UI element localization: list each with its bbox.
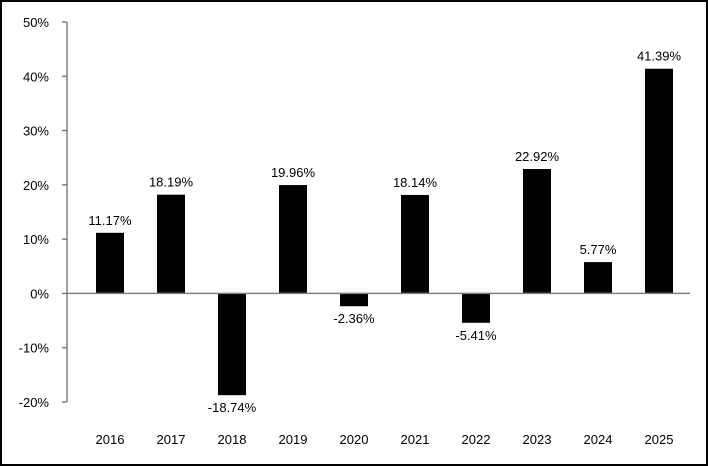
category-label-2019: 2019 xyxy=(279,432,308,447)
data-label-2017: 18.19% xyxy=(149,175,194,190)
bar-2016 xyxy=(96,232,124,294)
y-tick-label: 30% xyxy=(23,124,49,139)
y-tick-label: 20% xyxy=(23,178,49,193)
y-tick-label: -10% xyxy=(19,341,50,356)
bar-2021 xyxy=(401,194,429,294)
category-label-2022: 2022 xyxy=(462,432,491,447)
data-label-2016: 11.17% xyxy=(88,213,132,228)
data-label-2018: -18.74% xyxy=(208,400,257,415)
bar-2020 xyxy=(340,293,368,307)
y-tick-label: 50% xyxy=(23,15,49,30)
category-label-2024: 2024 xyxy=(584,432,613,447)
bar-2023 xyxy=(523,169,551,294)
data-label-2023: 22.92% xyxy=(515,149,560,164)
bar-2017 xyxy=(157,194,185,294)
y-tick-label: 0% xyxy=(30,286,49,301)
category-label-2018: 2018 xyxy=(218,432,247,447)
category-label-2025: 2025 xyxy=(645,432,674,447)
bar-2018 xyxy=(218,293,246,396)
data-label-2024: 5.77% xyxy=(580,242,617,257)
category-label-2016: 2016 xyxy=(96,432,125,447)
y-axis: 50% 40% 30% 20% 10% 0% -10% -20% xyxy=(19,15,68,410)
y-tick-label: 40% xyxy=(23,69,49,84)
data-label-2021: 18.14% xyxy=(393,175,438,190)
data-labels: 11.17% 18.19% -18.74% 19.96% -2.36% 18.14% -5.… xyxy=(88,49,681,415)
category-label-2021: 2021 xyxy=(401,432,430,447)
category-label-2023: 2023 xyxy=(523,432,552,447)
data-label-2022: -5.41% xyxy=(455,328,497,343)
category-labels: 2016 2017 2018 2019 2020 2021 2022 2023 2024 2025 xyxy=(96,432,674,447)
bar-2024 xyxy=(584,262,612,294)
bars xyxy=(96,68,673,396)
data-label-2019: 19.96% xyxy=(271,165,316,180)
category-label-2020: 2020 xyxy=(340,432,369,447)
category-label-2017: 2017 xyxy=(157,432,186,447)
y-tick-label: 10% xyxy=(23,232,49,247)
y-tick-label: -20% xyxy=(19,395,50,410)
bar-2025 xyxy=(645,68,673,294)
bar-2022 xyxy=(462,293,490,323)
data-label-2020: -2.36% xyxy=(333,311,375,326)
data-label-2025: 41.39% xyxy=(637,49,682,64)
bar-2019 xyxy=(279,185,307,294)
